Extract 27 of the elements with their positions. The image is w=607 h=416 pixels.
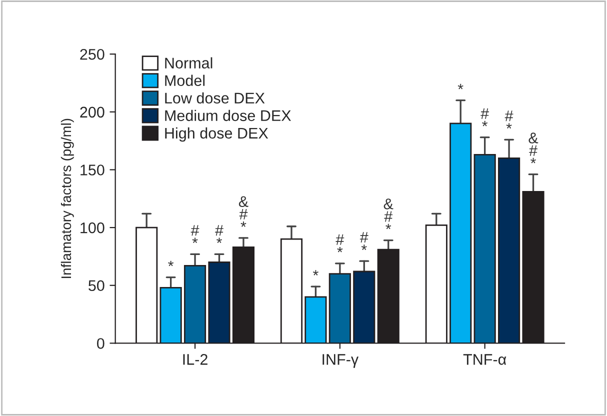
data-label: & # * bbox=[384, 198, 394, 230]
legend-label: Model bbox=[165, 74, 205, 86]
data-label: # * bbox=[480, 108, 489, 126]
data-label: # * bbox=[504, 110, 514, 129]
y-tick-label: 200 bbox=[80, 106, 104, 118]
data-label: # * bbox=[215, 225, 224, 244]
data-label: * bbox=[312, 270, 318, 276]
data-label: & # * bbox=[238, 196, 248, 227]
x-tick-label: IL-2 bbox=[183, 354, 208, 365]
y-tick-label: 250 bbox=[80, 48, 104, 60]
data-label: # * bbox=[336, 234, 344, 252]
legend-label: Low dose DEX bbox=[165, 92, 265, 104]
legend-label: High dose DEX bbox=[165, 127, 268, 142]
x-tick-label: INF-γ bbox=[322, 354, 359, 368]
x-tick-label: TNF-α bbox=[463, 354, 506, 365]
y-tick-label: 50 bbox=[88, 280, 104, 292]
data-label: # * bbox=[190, 225, 200, 244]
y-axis-title: Inflamatory factors (pg/ml) bbox=[60, 118, 74, 278]
y-tick-label: 0 bbox=[97, 338, 104, 349]
legend-label: Normal bbox=[165, 57, 212, 68]
data-label: * bbox=[168, 260, 174, 266]
legend-label: Medium dose DEX bbox=[165, 110, 291, 122]
data-label: & # * bbox=[528, 132, 538, 164]
data-label: # * bbox=[360, 232, 368, 250]
y-tick-label: 100 bbox=[80, 222, 104, 234]
data-label: * bbox=[458, 84, 464, 90]
y-tick-label: 150 bbox=[80, 164, 104, 176]
